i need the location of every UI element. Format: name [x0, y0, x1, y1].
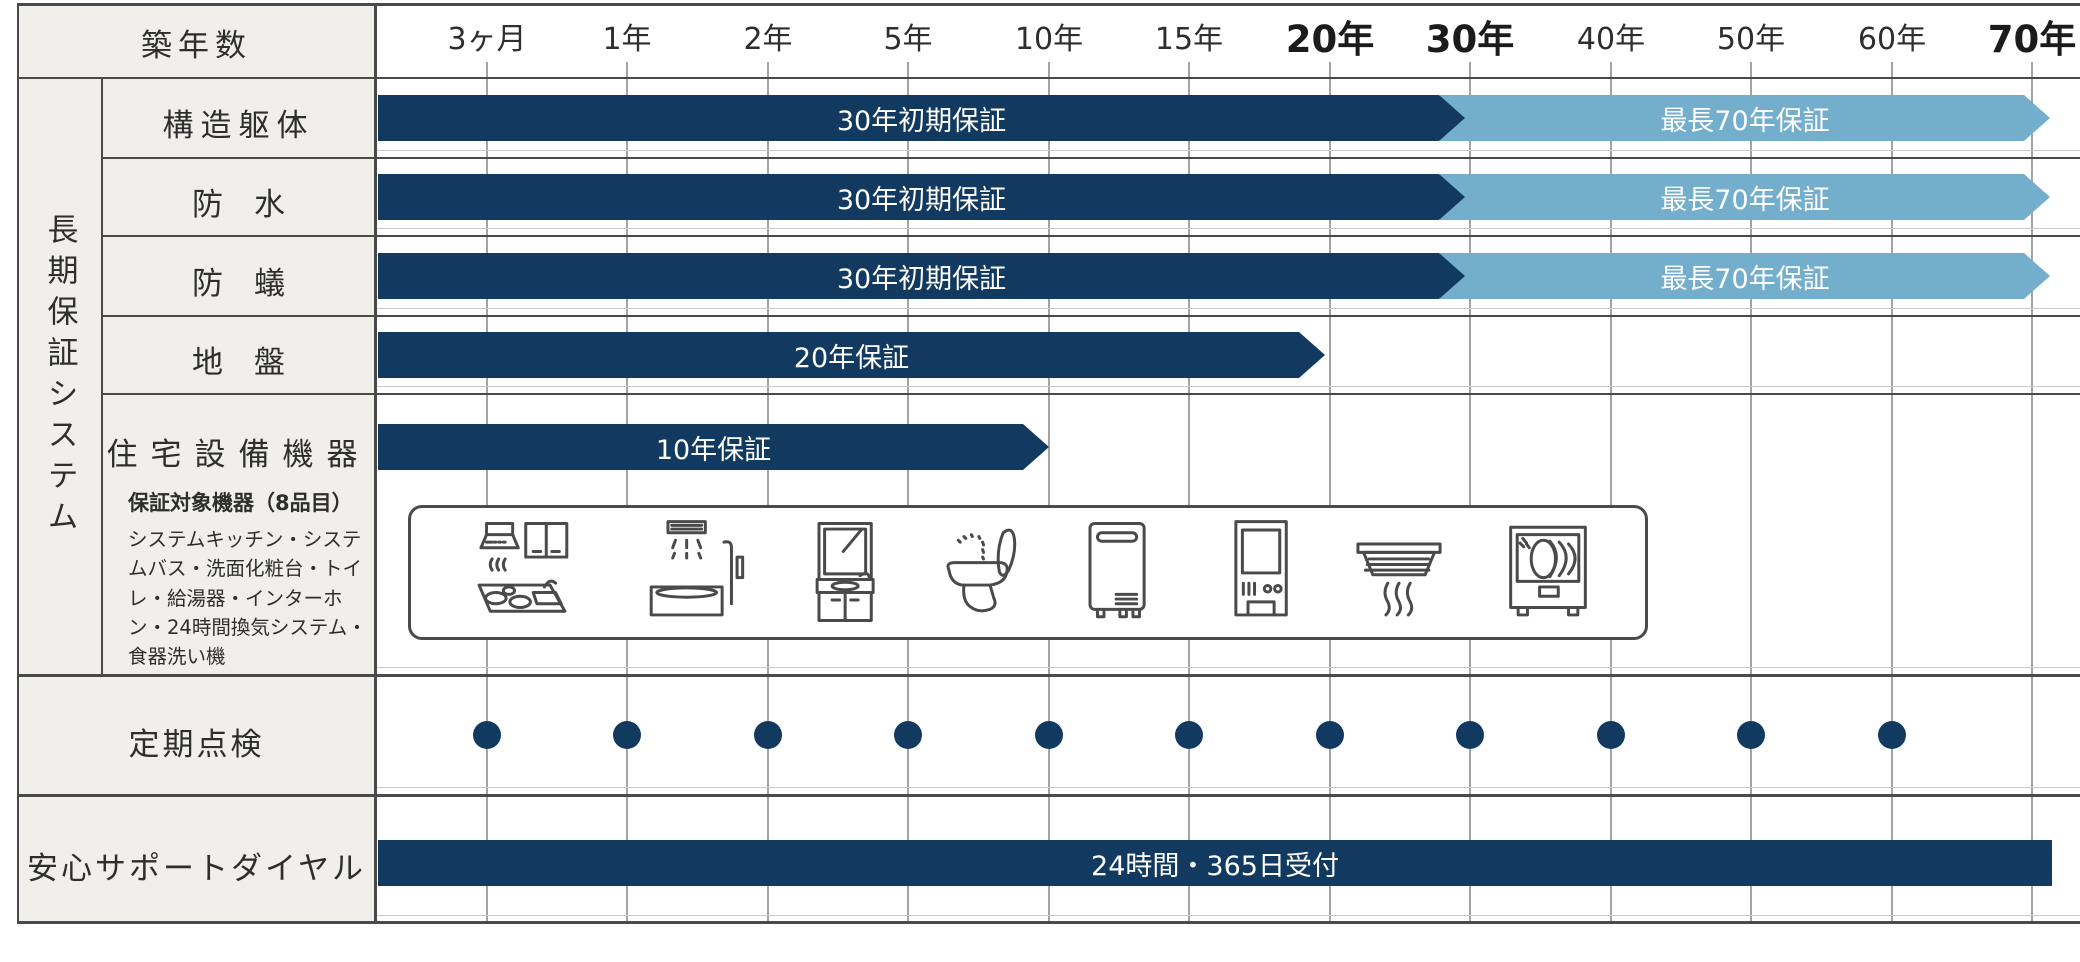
inspection-dot-5y	[894, 721, 922, 749]
inner-line	[377, 787, 2080, 788]
axis-tick-2: 2年	[743, 22, 793, 57]
inspection-dot-40y	[1597, 721, 1625, 749]
axis-tick-4: 10年	[1014, 22, 1084, 57]
inspection-dot-3months	[473, 721, 501, 749]
border-left	[17, 3, 19, 923]
gridline-40y	[1610, 62, 1612, 923]
age-axis-title: 築年数	[141, 28, 252, 64]
border-bottom	[17, 921, 2080, 924]
bar-waterproof-extended: 最長70年保証	[1440, 174, 2050, 220]
border-group-column	[101, 77, 103, 676]
row-label-structure: 構造躯体	[162, 108, 315, 144]
gridline-60y	[1891, 62, 1893, 923]
row-label-waterproof: 防 水	[192, 187, 285, 223]
bar-anti-termite-initial: 30年初期保証	[378, 253, 1465, 299]
border-row4	[101, 393, 2080, 395]
gridline-5y	[907, 62, 909, 923]
vanity-unit-icon	[791, 516, 903, 628]
border-row3	[101, 315, 2080, 317]
border-section	[17, 674, 2080, 677]
gridline-30y	[1469, 62, 1471, 923]
inspection-dot-1y	[613, 721, 641, 749]
axis-tick-9: 50年	[1716, 22, 1786, 57]
border-header-bottom	[17, 77, 2080, 79]
gridline-3months	[486, 62, 488, 923]
inspection-dot-30y	[1456, 721, 1484, 749]
gridline-20y	[1329, 62, 1331, 923]
border-row2	[101, 235, 2080, 237]
equipment-note-title: 保証対象機器（8品目）	[128, 491, 353, 515]
axis-tick-1: 1年	[602, 22, 652, 57]
inner-line	[377, 228, 2080, 229]
equipment-note-body: システムキッチン・システムバス・洗面化粧台・トイレ・給湯器・インターホン・24時…	[128, 528, 367, 668]
row-label-equipment: 住宅設備機器	[106, 437, 371, 473]
inner-line	[377, 667, 2080, 668]
border-plot-left	[374, 3, 377, 923]
bar-ground-initial: 20年保証	[378, 332, 1325, 378]
inner-line	[377, 150, 2080, 151]
inspection-row-label: 定期点検	[128, 727, 265, 763]
bar-structure-initial: 30年初期保証	[378, 95, 1465, 141]
toilet-icon	[921, 516, 1033, 628]
inner-line	[377, 915, 2080, 916]
axis-tick-0: 3ヶ月	[447, 22, 527, 57]
ventilation-system-icon	[1343, 516, 1455, 628]
system-kitchen-icon	[466, 516, 578, 628]
water-heater-icon	[1062, 516, 1174, 628]
intercom-icon	[1206, 516, 1318, 628]
dishwasher-icon	[1492, 516, 1604, 628]
axis-tick-10: 60年	[1857, 22, 1927, 57]
equipment-note: 保証対象機器（8品目） システムキッチン・システムバス・洗面化粧台・トイレ・給湯…	[128, 487, 380, 671]
inspection-dot-10y	[1035, 721, 1063, 749]
border-row1	[101, 157, 2080, 159]
axis-tick-3: 5年	[883, 22, 933, 57]
system-bath-icon	[640, 516, 752, 628]
inspection-dot-50y	[1737, 721, 1765, 749]
bar-waterproof-initial: 30年初期保証	[378, 174, 1465, 220]
row-label-ground: 地 盤	[192, 345, 285, 381]
gridline-2y	[767, 62, 769, 923]
gridline-50y	[1750, 62, 1752, 923]
border-top	[17, 3, 2080, 6]
bar-anti-termite-extended: 最長70年保証	[1440, 253, 2050, 299]
axis-tick-6: 20年	[1285, 18, 1375, 61]
gridline-10y	[1048, 62, 1050, 923]
axis-tick-7: 30年	[1425, 18, 1515, 61]
group-label-long-term-warranty: 長期保証システム	[41, 212, 78, 541]
inspection-dot-20y	[1316, 721, 1344, 749]
row-label-anti-termite: 防 蟻	[192, 266, 285, 302]
inspection-dot-60y	[1878, 721, 1906, 749]
border-inspection-bottom	[17, 794, 2080, 797]
bar-equipment-initial: 10年保証	[378, 424, 1049, 470]
gridline-70y	[2031, 62, 2033, 923]
inner-line	[377, 386, 2080, 387]
inspection-dot-2y	[754, 721, 782, 749]
axis-tick-5: 15年	[1154, 22, 1224, 57]
bar-structure-extended: 最長70年保証	[1440, 95, 2050, 141]
bar-support-dial: 24時間・365日受付	[378, 840, 2052, 886]
support-row-label: 安心サポートダイヤル	[26, 851, 367, 887]
inner-line	[377, 308, 2080, 309]
equipment-icon-box	[408, 505, 1648, 640]
inspection-dot-15y	[1175, 721, 1203, 749]
axis-tick-8: 40年	[1576, 22, 1646, 57]
gridline-1y	[626, 62, 628, 923]
gridline-15y	[1188, 62, 1190, 923]
axis-tick-11: 70年	[1987, 18, 2077, 61]
